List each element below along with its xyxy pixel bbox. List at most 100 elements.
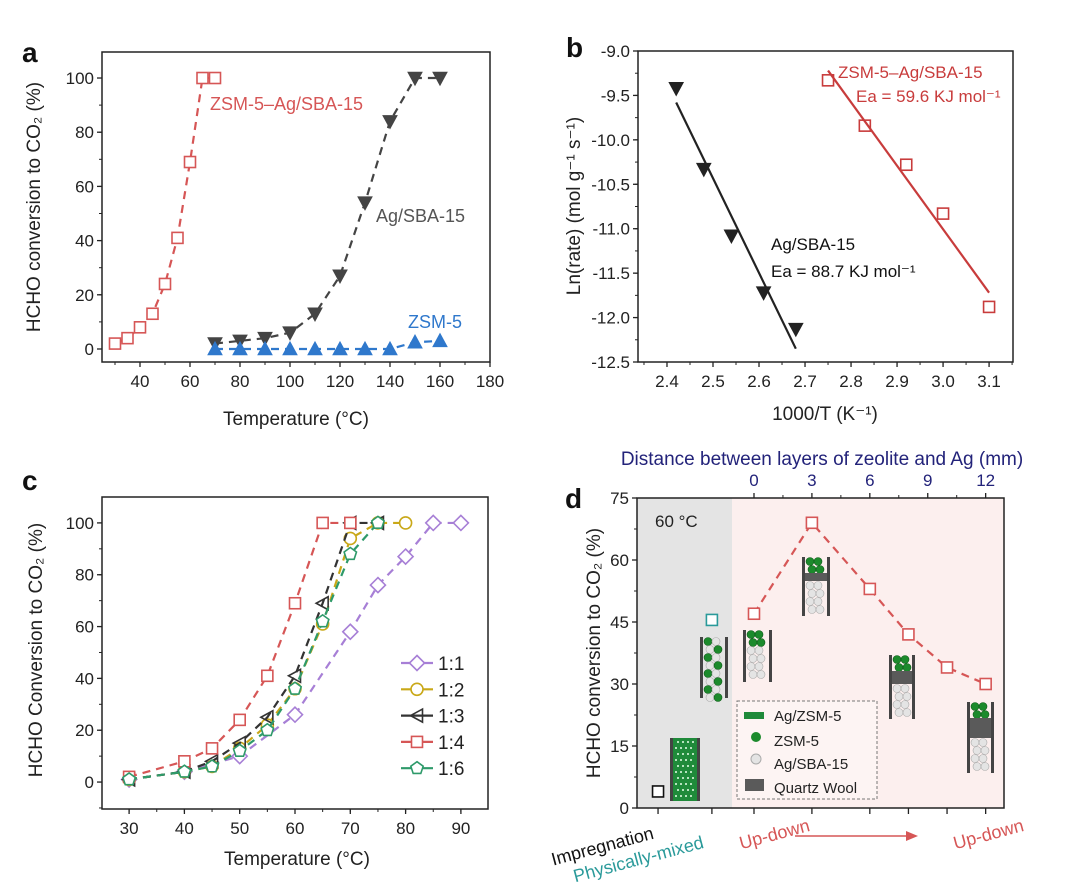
ag-sba15-particle <box>748 654 758 663</box>
ag-dot <box>680 747 682 749</box>
data-point <box>259 709 274 726</box>
zsm5-particle <box>805 557 815 566</box>
ag-dot <box>682 789 684 791</box>
data-point <box>260 722 275 737</box>
y-tick-label: -10.5 <box>591 175 630 194</box>
panel-a: a 40 60 80 100 120 140 160 180 0 20 40 60 80 100 ZSM-5–… <box>22 37 504 430</box>
legend-label: ZSM-5 <box>774 733 819 750</box>
ag-dot <box>685 759 687 761</box>
ag-sba15-particle <box>902 692 912 701</box>
series-line <box>753 520 987 686</box>
data-point <box>341 623 359 641</box>
ag-sba15-particle <box>972 746 982 755</box>
ag-dot <box>685 795 687 797</box>
data-point <box>982 300 996 314</box>
y-tick-label: 30 <box>610 675 629 694</box>
ag-dot <box>685 771 687 773</box>
panel-letter: d <box>565 483 582 514</box>
legend-item: 1:4 <box>401 733 465 754</box>
data-point <box>257 331 273 347</box>
x-tick-label: 50 <box>230 819 249 838</box>
ag-dot <box>680 771 682 773</box>
data-point <box>307 340 323 356</box>
activation-energy-label: Ea = 59.6 KJ mol⁻¹ <box>856 87 1001 106</box>
x-tick-label: 2.6 <box>747 372 771 391</box>
ag-sba15-particle <box>711 669 721 678</box>
ag-sba15-particle <box>807 589 817 598</box>
legend-item: 1:1 <box>401 654 464 675</box>
legend: 1:1 1:2 1:3 1:4 1:6 <box>401 654 465 780</box>
data-point <box>287 681 303 695</box>
series-1-4 <box>122 516 357 784</box>
ag-sba15-particle <box>746 662 756 671</box>
ag-dot <box>690 783 692 785</box>
ag-sba15-particle <box>805 597 815 606</box>
data-point <box>651 785 665 798</box>
y-tick-label: -11.0 <box>593 220 631 239</box>
y-tick-label: 20 <box>75 286 94 305</box>
ag-sba15-particle <box>900 684 910 693</box>
x-tick-label: 90 <box>451 819 470 838</box>
column-wall <box>697 738 700 801</box>
ag-dot <box>685 783 687 785</box>
y-tick-label: 0 <box>620 799 629 818</box>
zsm5-particle <box>746 630 756 639</box>
series-line <box>128 521 406 781</box>
legend-marker <box>408 707 424 724</box>
y-tick-label: 75 <box>610 489 629 508</box>
ag-dot <box>675 771 677 773</box>
ag-dot <box>690 759 692 761</box>
legend-label: 1:1 <box>438 654 464 675</box>
temperature-label: 60 °C <box>655 512 698 531</box>
column-wall <box>889 655 892 719</box>
legend-label: Quartz Wool <box>774 780 857 797</box>
data-point <box>382 115 398 130</box>
x-axis-label: Temperature (°C) <box>224 849 370 870</box>
y-tick-label: 60 <box>75 177 94 196</box>
category-label-updown: Up-down <box>951 815 1026 853</box>
ag-sba15-particle <box>813 581 823 590</box>
zsm5-particle <box>980 710 990 719</box>
ag-dot <box>692 789 694 791</box>
series-line <box>215 339 441 351</box>
data-point <box>747 607 761 621</box>
ag-dot <box>690 771 692 773</box>
x-tick-label: 30 <box>120 819 139 838</box>
column-wall <box>827 557 830 616</box>
data-point <box>232 340 248 356</box>
zsm5-particle <box>892 655 902 664</box>
column-wall <box>725 637 728 698</box>
data-point <box>357 196 373 211</box>
top-x-tick-label: 6 <box>865 471 874 490</box>
ag-dot <box>675 783 677 785</box>
data-point <box>424 514 442 532</box>
y-axis-label: HCHO Conversion to CO₂ (%) <box>26 523 47 777</box>
series-line <box>128 522 379 781</box>
series-label: ZSM-5–Ag/SBA-15 <box>838 63 983 82</box>
legend-item: 1:3 <box>401 707 464 728</box>
column-wall <box>912 655 915 719</box>
zsm5-particle <box>713 693 723 702</box>
updown-3mm-column <box>802 557 830 616</box>
data-point <box>357 340 373 356</box>
column-wall <box>991 702 994 773</box>
ag-sba15-particle <box>972 762 982 771</box>
quartz-wool-layer <box>805 573 827 581</box>
data-point <box>398 516 413 530</box>
legend-marker <box>410 682 424 697</box>
ag-sba15-particle <box>711 685 721 694</box>
zsm5-particle <box>703 653 713 662</box>
y-tick-label: -11.5 <box>593 264 631 283</box>
ag-sba15-particle <box>754 646 764 655</box>
ag-sba15-particle <box>970 738 980 747</box>
column-wall <box>670 738 673 801</box>
zsm5-particle <box>713 645 723 654</box>
y-tick-label: 80 <box>75 566 94 585</box>
series-1-6 <box>121 515 386 786</box>
legend: Ag/ZSM-5 ZSM-5 Ag/SBA-15 Quartz Wool <box>736 700 878 800</box>
data-point <box>158 277 172 291</box>
zsm5-particle <box>902 663 912 672</box>
series-1-2 <box>122 516 413 787</box>
data-point <box>899 158 913 172</box>
